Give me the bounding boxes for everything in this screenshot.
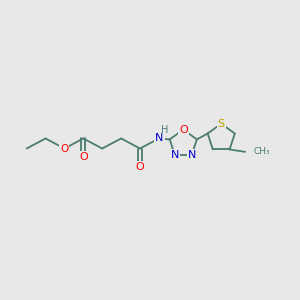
Text: N: N — [171, 150, 179, 161]
Text: O: O — [79, 152, 88, 162]
Text: N: N — [155, 133, 164, 143]
Text: N: N — [188, 150, 196, 161]
Text: O: O — [136, 162, 144, 172]
Text: S: S — [218, 119, 225, 129]
Text: CH₃: CH₃ — [254, 147, 270, 156]
Text: H: H — [160, 125, 168, 135]
Text: O: O — [60, 143, 69, 154]
Text: O: O — [179, 124, 188, 135]
